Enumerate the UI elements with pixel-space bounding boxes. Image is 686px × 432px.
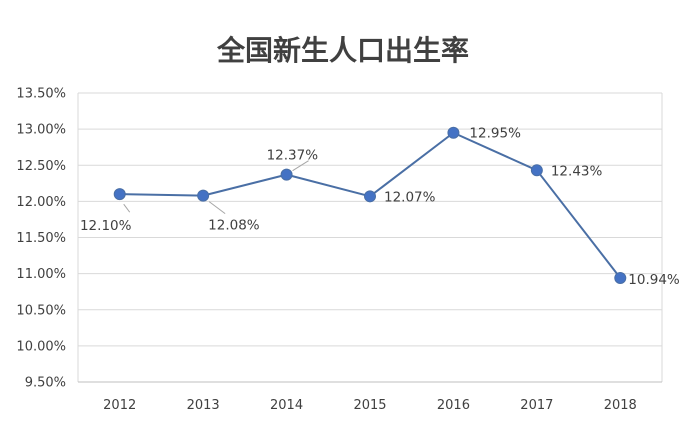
x-tick-label: 2017 [520, 398, 553, 413]
data-label: 12.08% [208, 218, 260, 234]
y-tick-label: 10.00% [16, 339, 66, 354]
data-point [530, 164, 543, 177]
data-label: 12.10% [80, 218, 132, 234]
label-leader-line [292, 160, 309, 172]
x-tick-label: 2012 [103, 398, 136, 413]
y-tick-label: 12.00% [16, 195, 66, 210]
data-labels: 12.10% 12.08% 12.37% 12.07% 12.95% 12.43% 10.9… [80, 126, 680, 288]
y-tick-label: 11.50% [16, 231, 66, 246]
data-point [113, 188, 126, 201]
y-tick-label: 10.50% [16, 303, 66, 318]
data-point [447, 126, 460, 139]
x-tick-label: 2016 [437, 398, 470, 413]
y-tick-label: 13.50% [16, 87, 66, 102]
data-label: 12.43% [551, 163, 603, 179]
data-label: 12.95% [469, 126, 521, 142]
axes: 9.50% 10.00% 10.50% 11.00% 11.50% 12.00% 12.50… [16, 87, 662, 413]
data-label: 12.07% [384, 189, 436, 205]
x-tick-label: 2015 [353, 398, 386, 413]
data-point [614, 271, 627, 284]
x-tick-label: 2014 [270, 398, 303, 413]
data-point [197, 189, 210, 202]
y-tick-label: 13.00% [16, 123, 66, 138]
series-line [119, 131, 622, 279]
x-tick-label: 2013 [187, 398, 220, 413]
chart-title: 全国新生人口出生率 [216, 34, 469, 67]
data-label: 12.37% [267, 148, 319, 164]
y-tick-label: 9.50% [25, 376, 66, 391]
label-leader-line [208, 201, 226, 214]
series [113, 126, 627, 284]
y-tick-label: 12.50% [16, 159, 66, 174]
x-tick-label: 2018 [604, 398, 637, 413]
data-point [280, 168, 293, 181]
data-point [364, 190, 376, 203]
data-label: 10.94% [628, 272, 680, 288]
grid [77, 92, 663, 383]
y-tick-label: 11.00% [16, 267, 66, 282]
label-leader-line [123, 203, 131, 213]
